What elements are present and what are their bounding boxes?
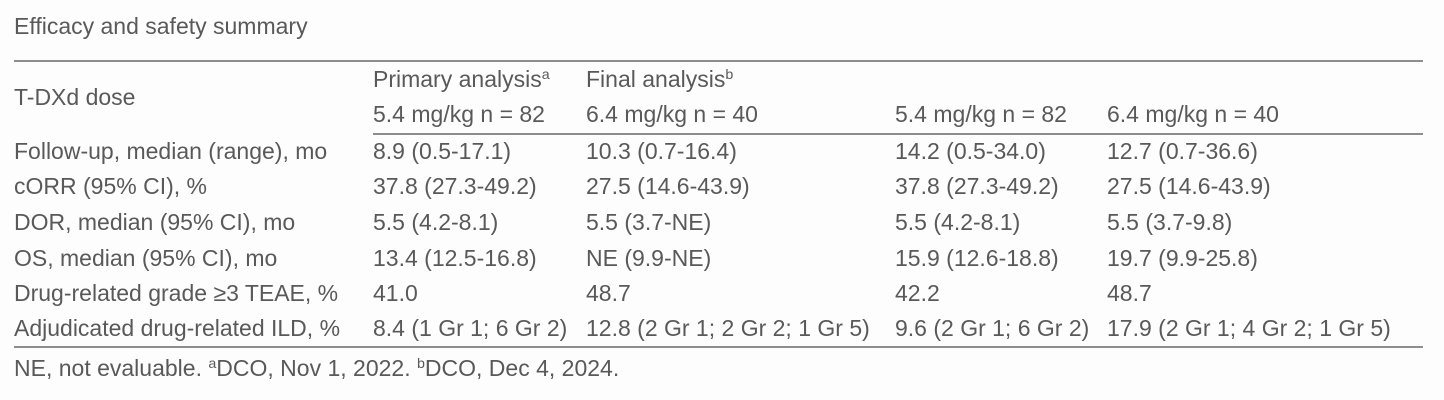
- group-header-empty: [895, 59, 1107, 98]
- footnote-text: DCO, Dec 4, 2024.: [424, 355, 620, 382]
- table-row: DOR, median (95% CI), mo 5.5 (4.2-8.1) 5.5…: [14, 205, 1423, 241]
- group-header-empty: [1107, 59, 1423, 98]
- value-cell: 14.2 (0.5-34.0): [895, 138, 1046, 165]
- row-label: Follow-up, median (range), mo: [14, 137, 328, 164]
- row-label: Drug-related grade ≥3 TEAE, %: [14, 280, 339, 307]
- footnote-marker-b: b: [725, 67, 734, 84]
- value-cell: 12.8 (2 Gr 1; 2 Gr 2; 1 Gr 5): [586, 311, 895, 349]
- footnote-text: NE, not evaluable.: [14, 355, 209, 382]
- efficacy-safety-table: T-DXd dose Primary analysisa Final analy…: [14, 59, 1423, 349]
- footnote-text: DCO, Nov 1, 2022.: [216, 355, 417, 382]
- row-header-tdxd-dose: T-DXd dose: [14, 59, 373, 134]
- group-header-final-analysis: Final analysisb: [586, 59, 895, 98]
- value-cell: 8.9 (0.5-17.1): [373, 138, 512, 165]
- value-cell: 27.5 (14.6-43.9): [586, 173, 750, 200]
- group-header-primary-analysis: Primary analysisa: [373, 59, 586, 98]
- value-cell: 5.5 (4.2-8.1): [895, 209, 1021, 236]
- row-label: OS, median (95% CI), mo: [14, 244, 278, 271]
- column-header-dose: 5.4 mg/kg n = 82: [373, 97, 586, 135]
- row-label: Adjudicated drug-related ILD, %: [14, 311, 373, 349]
- value-cell: 8.4 (1 Gr 1; 6 Gr 2): [373, 311, 586, 349]
- table-header: T-DXd dose Primary analysisa Final analy…: [14, 59, 1423, 135]
- value-cell: 37.8 (27.3-49.2): [895, 173, 1059, 200]
- value-cell: 10.3 (0.7-16.4): [586, 138, 737, 165]
- value-cell: 13.4 (12.5-16.8): [373, 244, 537, 271]
- value-cell: 9.6 (2 Gr 1; 6 Gr 2): [895, 311, 1107, 349]
- page: Efficacy and safety summary T-DXd dose P…: [14, 13, 1430, 382]
- table-row: OS, median (95% CI), mo 13.4 (12.5-16.8) N…: [14, 240, 1423, 276]
- value-cell: 37.8 (27.3-49.2): [373, 173, 537, 200]
- value-cell: 5.5 (3.7-9.8): [1107, 209, 1233, 236]
- table-body: Follow-up, median (range), mo 8.9 (0.5-17…: [14, 134, 1423, 349]
- table-row: Adjudicated drug-related ILD, % 8.4 (1 Gr…: [14, 311, 1423, 349]
- row-label: DOR, median (95% CI), mo: [14, 209, 296, 236]
- table-row: Drug-related grade ≥3 TEAE, % 41.0 48.7 42.…: [14, 276, 1423, 312]
- value-cell: 12.7 (0.7-36.6): [1107, 138, 1258, 165]
- footnote-marker: a: [208, 356, 217, 373]
- group-header-row: T-DXd dose Primary analysisa Final analy…: [14, 59, 1423, 134]
- value-cell: 15.9 (12.6-18.8): [895, 244, 1059, 271]
- value-cell: 41.0: [373, 280, 418, 307]
- footnote: NE, not evaluable. aDCO, Nov 1, 2022. bD…: [14, 355, 1430, 382]
- column-header-dose: 6.4 mg/kg n = 40: [1107, 97, 1423, 135]
- value-cell: 5.5 (4.2-8.1): [373, 209, 499, 236]
- value-cell: 48.7: [586, 280, 631, 307]
- value-cell: 17.9 (2 Gr 1; 4 Gr 2; 1 Gr 5): [1107, 311, 1423, 349]
- page-title: Efficacy and safety summary: [14, 13, 308, 39]
- footnote-marker: b: [416, 356, 425, 373]
- value-cell: 27.5 (14.6-43.9): [1107, 173, 1271, 200]
- value-cell: 5.5 (3.7-NE): [586, 209, 712, 236]
- value-cell: 19.7 (9.9-25.8): [1107, 244, 1258, 271]
- group-header-label: Primary analysis: [373, 65, 542, 92]
- dose-header-row: 5.4 mg/kg n = 82 6.4 mg/kg n = 40 5.4 mg…: [14, 97, 1423, 135]
- table-row: cORR (95% CI), % 37.8 (27.3-49.2) 27.5 (14…: [14, 169, 1423, 205]
- group-header-label: Final analysis: [586, 65, 726, 92]
- footnote-marker-a: a: [541, 67, 550, 84]
- value-cell: 42.2: [895, 280, 940, 307]
- table-row: Follow-up, median (range), mo 8.9 (0.5-17…: [14, 134, 1423, 170]
- column-header-dose: 6.4 mg/kg n = 40: [586, 97, 895, 135]
- value-cell: NE (9.9-NE): [586, 244, 712, 271]
- row-label: cORR (95% CI), %: [14, 173, 207, 200]
- value-cell: 48.7: [1107, 280, 1152, 307]
- column-header-dose: 5.4 mg/kg n = 82: [895, 97, 1107, 135]
